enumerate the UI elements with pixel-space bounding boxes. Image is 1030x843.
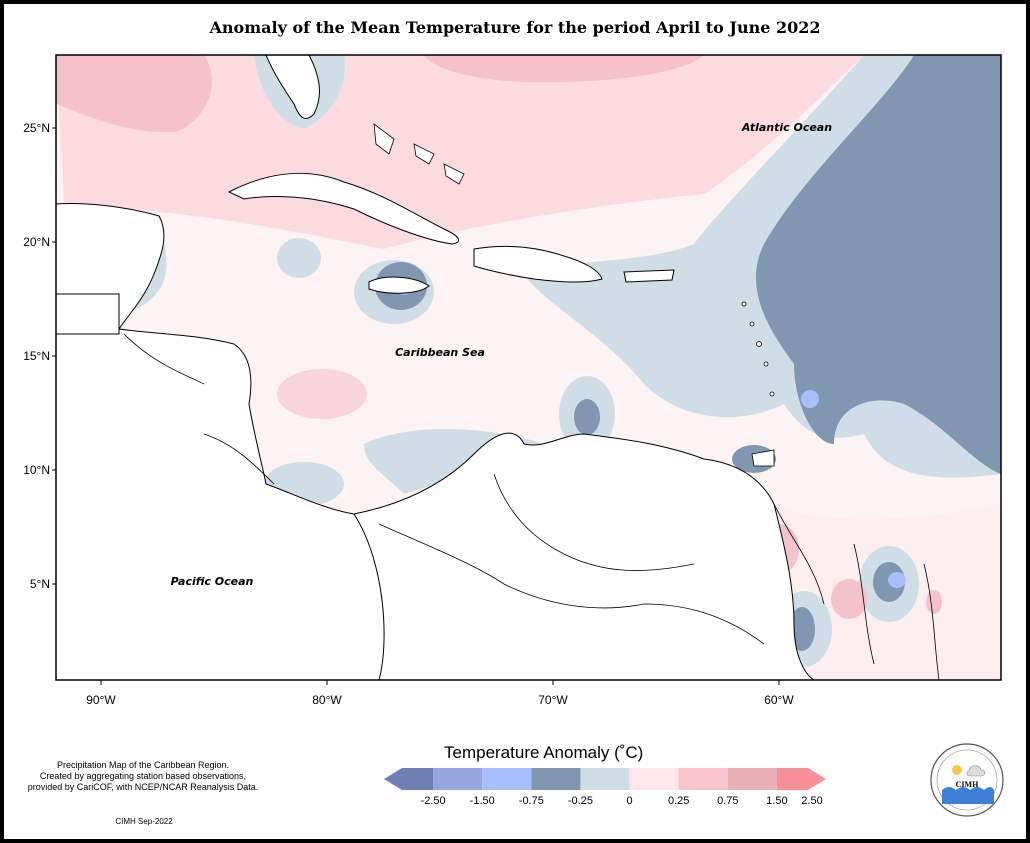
legend-tick-label: 1.50	[766, 795, 787, 807]
legend-swatch	[727, 768, 777, 790]
source-line-2: Created by aggregating station based obs…	[39, 771, 247, 781]
legend-swatch	[580, 768, 630, 790]
legend-ticks: -2.50 -1.50 -0.75 -0.25 0 0.25 0.75 1.50 2.50	[421, 795, 823, 807]
source-note: Precipitation Map of the Caribbean Regio…	[8, 760, 278, 793]
figure-canvas: Anomaly of the Mean Temperature for the …	[4, 4, 1026, 839]
legend-swatch	[629, 768, 679, 790]
map-border	[55, 54, 1002, 681]
legend-swatch	[433, 768, 483, 790]
label-caribbean: Caribbean Sea	[395, 346, 485, 359]
anomaly-central-warm	[277, 369, 367, 419]
anomaly-warm-nw	[56, 55, 213, 133]
lon-tick-label: 80°W	[312, 693, 342, 707]
cuba	[227, 172, 460, 245]
legend-swatch	[384, 768, 434, 790]
anomaly-field	[56, 55, 1001, 680]
legend-tick-label: -0.75	[519, 795, 544, 807]
anomaly-cayman-halo	[277, 238, 321, 278]
lat-tick-label: 20°N	[23, 235, 50, 249]
legend-swatch	[531, 768, 581, 790]
map-svg: Atlantic Ocean Caribbean Sea Pacific Oce…	[23, 54, 1004, 817]
anomaly-guyana-cold	[789, 607, 815, 651]
lat-tick-label: 10°N	[23, 463, 50, 477]
legend-title: Temperature Anomaly (˚C)	[444, 743, 644, 762]
label-pacific: Pacific Ocean	[171, 575, 254, 588]
legend-swatch	[482, 768, 532, 790]
lat-tick-label: 15°N	[23, 349, 50, 363]
lon-tick-label: 60°W	[764, 693, 794, 707]
mexico	[56, 293, 120, 335]
legend-colorbar	[384, 768, 826, 790]
anomaly-warm-north	[424, 55, 704, 83]
label-atlantic: Atlantic Ocean	[741, 121, 832, 134]
island-d	[763, 361, 769, 367]
island-c	[756, 341, 762, 347]
legend-swatch	[678, 768, 728, 790]
anomaly-aruba-cold	[574, 399, 600, 435]
lon-axis: 90°W 80°W 70°W 60°W	[86, 680, 794, 707]
anomaly-guyana-warm	[831, 579, 867, 619]
hispaniola	[473, 245, 603, 283]
map-title: Anomaly of the Mean Temperature for the …	[209, 18, 821, 37]
lat-axis: 25°N 20°N 15°N 10°N 5°N	[23, 121, 56, 591]
lat-tick-label: 5°N	[30, 577, 50, 591]
puerto-rico	[623, 269, 675, 283]
source-line-3: provided by CariCOF, with NCEP/NCAR Rean…	[27, 782, 259, 792]
cloud-icon	[966, 765, 986, 777]
small-islands	[373, 123, 775, 467]
lat-tick-label: 25°N	[23, 121, 50, 135]
legend-tick-label: -1.50	[470, 795, 495, 807]
jamaica	[368, 276, 430, 294]
anomaly-pink-north	[56, 55, 864, 249]
legend-swatch	[776, 768, 826, 790]
legend-tick-label: 0.75	[717, 795, 738, 807]
lon-tick-label: 70°W	[538, 693, 568, 707]
legend-tick-label: -0.25	[568, 795, 593, 807]
island-b	[749, 321, 755, 327]
legend-tick-label: 0.25	[668, 795, 689, 807]
anomaly-suriname-core	[888, 572, 906, 588]
florida	[265, 55, 320, 119]
bahamas-1	[373, 123, 395, 155]
bahamas-3	[443, 163, 465, 185]
bahamas-2	[413, 143, 435, 165]
island-e	[769, 391, 775, 397]
anomaly-cold-atlantic	[755, 55, 1001, 474]
trinidad	[751, 449, 775, 467]
lon-tick-label: 90°W	[86, 693, 116, 707]
anomaly-fguiana-warm	[926, 590, 942, 614]
logo-text: CIMH	[956, 780, 979, 789]
cimh-logo: CIMH	[930, 743, 1004, 817]
island-a	[741, 301, 747, 307]
sun-icon	[952, 765, 962, 775]
legend-tick-label: 0	[626, 795, 632, 807]
legend-tick-label: 2.50	[801, 795, 822, 807]
credit-note: CIMH Sep-2022	[115, 817, 173, 826]
legend-tick-label: -2.50	[421, 795, 446, 807]
anomaly-coldspot-east	[801, 390, 819, 408]
source-line-1: Precipitation Map of the Caribbean Regio…	[56, 760, 230, 770]
borders	[123, 333, 940, 680]
waves-icon	[942, 787, 994, 804]
